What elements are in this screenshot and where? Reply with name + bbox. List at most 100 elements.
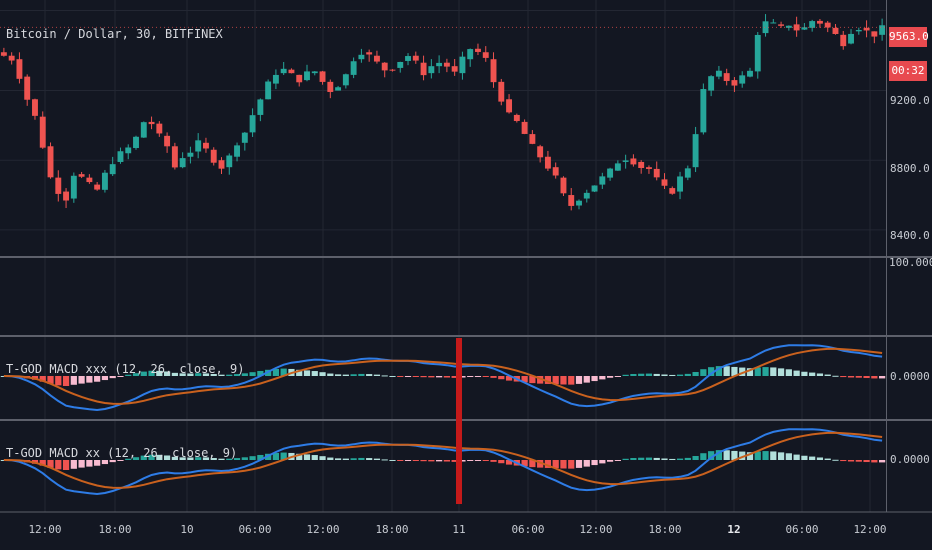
histogram-bar <box>583 460 590 467</box>
histogram-bar <box>187 373 194 376</box>
x-tick-label: 06:00 <box>511 523 545 536</box>
histogram-bar <box>863 460 870 463</box>
candle-body <box>195 140 202 152</box>
histogram-bar <box>249 372 256 376</box>
histogram-bar <box>109 460 116 463</box>
candle-body <box>816 20 823 24</box>
histogram-bar <box>397 460 404 461</box>
candle-body <box>739 75 746 84</box>
candle-body <box>140 122 147 138</box>
histogram-bar <box>39 376 46 382</box>
vertical-marker <box>456 338 462 504</box>
x-tick-label: 06:00 <box>785 523 819 536</box>
histogram-bar <box>62 376 70 386</box>
histogram-bar <box>731 366 738 376</box>
candle-body <box>55 177 62 194</box>
histogram-bar <box>148 454 155 460</box>
histogram-bar <box>723 450 730 460</box>
histogram-bar <box>187 457 194 460</box>
candle-body <box>529 134 536 144</box>
candle-body <box>568 195 575 206</box>
x-tick-label: 11 <box>452 523 466 536</box>
histogram-bar <box>638 373 645 376</box>
histogram-bar <box>233 458 241 460</box>
histogram-bar <box>770 451 777 460</box>
histogram-bar <box>653 373 660 376</box>
candle-body <box>498 81 505 102</box>
candle-body <box>715 70 722 77</box>
histogram-bar <box>505 460 513 465</box>
macd-xx-zero-label: 0.0000 <box>890 453 930 466</box>
candle-body <box>638 161 645 168</box>
histogram-bar <box>669 374 676 376</box>
candle-body <box>576 200 582 206</box>
histogram-bar <box>62 460 70 470</box>
histogram-bar <box>575 460 583 468</box>
histogram-bar <box>342 374 349 376</box>
histogram-bar <box>303 454 311 460</box>
candle-body <box>723 73 730 81</box>
histogram-bar <box>55 460 62 470</box>
candle-body <box>443 62 450 67</box>
histogram-bar <box>86 460 93 467</box>
histogram-bar <box>125 458 132 460</box>
candle-body <box>179 158 186 168</box>
candle-body <box>117 151 124 162</box>
candle-body <box>513 114 520 121</box>
histogram-bar <box>366 458 373 460</box>
candle-body <box>560 177 567 194</box>
candle-body <box>16 59 23 79</box>
histogram-bar <box>163 455 171 460</box>
histogram-bar <box>832 459 839 461</box>
histogram-bar <box>226 374 233 376</box>
histogram-bar <box>606 460 614 462</box>
candle-body <box>288 69 295 74</box>
histogram-bar <box>420 460 427 462</box>
histogram-bar <box>342 458 349 460</box>
candle-body <box>451 66 458 72</box>
candle-body <box>156 123 163 134</box>
histogram-bar <box>436 376 443 378</box>
histogram-bar <box>847 460 855 462</box>
histogram-bar <box>614 376 621 377</box>
histogram-bar <box>599 460 606 464</box>
histogram-bar <box>241 457 248 460</box>
histogram-bar <box>334 458 342 460</box>
histogram-bar <box>125 374 132 376</box>
histogram-bar <box>474 376 482 377</box>
histogram-bar <box>785 453 792 460</box>
histogram-bar <box>311 455 318 460</box>
histogram-bar <box>311 371 318 376</box>
histogram-bar <box>754 367 761 376</box>
candle-body <box>801 27 808 30</box>
candle-body <box>661 179 668 186</box>
candle-body <box>646 167 652 169</box>
x-tick-label: 10 <box>180 523 194 536</box>
histogram-bar <box>55 376 62 386</box>
candle-body <box>39 116 46 148</box>
histogram-bar <box>560 460 567 469</box>
histogram-bar <box>692 372 699 376</box>
candle-body <box>747 70 753 77</box>
histogram-bar <box>816 457 824 460</box>
x-tick-label: 12:00 <box>306 523 340 536</box>
histogram-bar <box>327 373 334 376</box>
candle-body <box>475 48 481 52</box>
candle-body <box>366 52 373 55</box>
candle-body <box>226 155 233 168</box>
histogram-bar <box>451 460 458 462</box>
histogram-bar <box>272 452 280 460</box>
candle-body <box>187 152 194 157</box>
histogram-bar <box>622 374 629 376</box>
histogram-bar <box>350 458 357 460</box>
histogram-bar <box>443 460 450 462</box>
candle-body <box>8 55 15 61</box>
histogram-bar <box>241 373 248 376</box>
histogram-bar <box>381 459 388 461</box>
histogram-bar <box>847 376 855 378</box>
candle-body <box>63 191 70 201</box>
candle-body <box>614 163 621 171</box>
histogram-bar <box>855 376 862 378</box>
